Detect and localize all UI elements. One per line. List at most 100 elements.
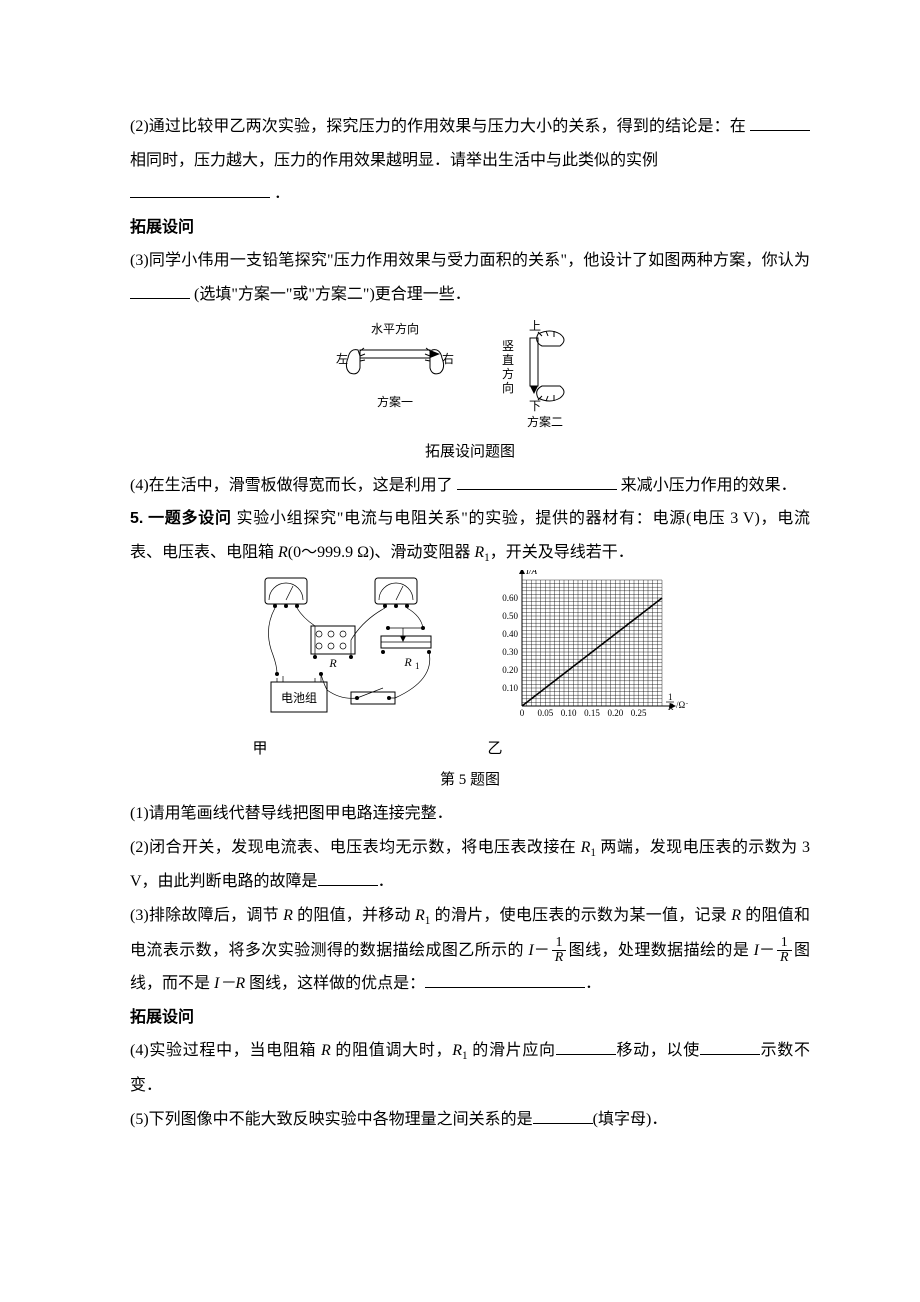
q4-part4: (4)在生活中，滑雪板做得宽而长，这是利用了 来减小压力作用的效果． [130, 469, 810, 503]
text: (3)排除故障后，调节 [130, 907, 283, 924]
q5-chart: 0.10 0.20 0.30 0.40 0.50 0.60 0 0.05 0.10 0.15 0.2… [488, 570, 688, 766]
frac-1R: 1R [552, 936, 567, 966]
page: (2)通过比较甲乙两次实验，探究压力的作用效果与压力大小的关系，得到的结论是：在… [0, 0, 920, 1302]
svg-text:0.25: 0.25 [630, 708, 646, 718]
text: (4)实验过程中，当电阻箱 [130, 1042, 321, 1059]
q5-part1: (1)请用笔画线代替导线把图甲电路连接完整． [130, 797, 810, 831]
svg-text:I/A: I/A [525, 570, 537, 576]
text: 图线，这样做的优点是： [245, 975, 425, 992]
q4-part2: (2)通过比较甲乙两次实验，探究压力的作用效果与压力大小的关系，得到的结论是：在… [130, 110, 810, 177]
svg-text:0.40: 0.40 [502, 629, 518, 639]
q5-fig-caption: 第 5 题图 [130, 770, 810, 791]
svg-text:R: R [667, 702, 674, 712]
var-R: R [321, 1042, 331, 1059]
text: (0～999.9 Ω)、滑动变阻器 [288, 544, 475, 561]
text: ． [378, 873, 394, 890]
var-R: R [731, 907, 741, 924]
circuit-svg: R R 1 电池组 [253, 570, 458, 730]
label-vert-2: 直 [502, 353, 514, 367]
chart-svg: 0.10 0.20 0.30 0.40 0.50 0.60 0 0.05 0.10 0.15 0.2… [488, 570, 688, 730]
text: (2)闭合开关，发现电流表、电压表均无示数，将电压表改接在 [130, 839, 581, 856]
text: 相同时，压力越大，压力的作用效果越明显．请举出生活中与此类似的实例 [130, 152, 658, 169]
blank [425, 971, 585, 988]
text: (选填"方案一"或"方案二")更合理一些． [194, 286, 471, 303]
label-up: 上 [529, 319, 541, 333]
svg-text:电池组: 电池组 [280, 691, 316, 705]
var-I: I [754, 942, 759, 959]
svg-text:0.10: 0.10 [560, 708, 576, 718]
q4-part2-line2: ． [130, 177, 810, 211]
blank [750, 114, 810, 131]
var-R: R [283, 907, 293, 924]
q5-part2: (2)闭合开关，发现电流表、电压表均无示数，将电压表改接在 R1 两端，发现电压… [130, 831, 810, 899]
svg-text:1: 1 [415, 661, 420, 671]
frac-1R: 1R [777, 936, 792, 966]
var-I: I [528, 942, 533, 959]
text: 移动，以使 [616, 1042, 700, 1059]
text: (5)下列图像中不能大致反映实验中各物理量之间关系的是 [130, 1111, 533, 1128]
svg-text:0.15: 0.15 [584, 708, 600, 718]
var-R: R [278, 544, 288, 561]
label-vert-4: 向 [502, 380, 514, 395]
svg-text:0: 0 [519, 708, 524, 718]
blank [130, 181, 270, 198]
pencil-v-icon [530, 338, 538, 386]
svg-text:0.50: 0.50 [502, 611, 518, 621]
q5-figures: R R 1 电池组 [130, 570, 810, 766]
text: (4)在生活中，滑雪板做得宽而长，这是利用了 [130, 477, 453, 494]
text: ． [274, 185, 290, 202]
q4-ext-heading: 拓展设问 [130, 211, 810, 245]
svg-text:1: 1 [668, 692, 673, 702]
q5-part4: (4)实验过程中，当电阻箱 R 的阻值调大时，R1 的滑片应向移动，以使示数不变… [130, 1034, 810, 1102]
q4-part3: (3)同学小伟用一支铅笔探究"压力作用效果与受力面积的关系"，他设计了如图两种方… [130, 244, 810, 311]
svg-text:0.60: 0.60 [502, 593, 518, 603]
blank [533, 1107, 593, 1124]
text: (2)通过比较甲乙两次实验，探究压力的作用效果与压力大小的关系，得到的结论是：在 [130, 118, 746, 135]
label-vert-1: 竖 [502, 339, 514, 353]
var-R1: R [581, 839, 591, 856]
q5-circuit: R R 1 电池组 [253, 570, 458, 766]
hand-top-icon [537, 331, 564, 346]
svg-text:0.30: 0.30 [502, 647, 518, 657]
q4-svg: 水平方向 左 右 方案一 上 竖 直 方 向 [320, 318, 620, 438]
var-R1: R [452, 1042, 462, 1059]
svg-text:/Ω⁻¹: /Ω⁻¹ [676, 700, 688, 710]
blank [130, 282, 190, 299]
svg-text:0.10: 0.10 [502, 683, 518, 693]
q4-fig-caption: 拓展设问题图 [130, 442, 810, 463]
q5-lead: 5. 一题多设问 实验小组探究"电流与电阻关系"的实验，提供的器材有：电源(电压… [130, 502, 810, 570]
label-down: 下 [529, 399, 541, 413]
text: ． [585, 975, 601, 992]
label-vert-3: 方 [502, 366, 514, 381]
text: 的滑片应向 [468, 1042, 556, 1059]
label-jia: 甲 [253, 734, 458, 766]
label-plan2: 方案二 [527, 414, 563, 429]
text: ，开关及导线若干． [490, 544, 634, 561]
label-horizontal: 水平方向 [371, 321, 419, 336]
label-plan1: 方案一 [377, 394, 413, 409]
text: 图线，处理数据描绘的是 [568, 942, 753, 959]
pencil-icon [360, 350, 430, 358]
text: 来减小压力作用的效果． [621, 477, 797, 494]
blank [457, 473, 617, 490]
q5-part3: (3)排除故障后，调节 R 的阻值，并移动 R1 的滑片，使电压表的示数为某一值… [130, 899, 810, 1001]
text: 的阻值调大时， [331, 1042, 453, 1059]
svg-text:0.20: 0.20 [502, 665, 518, 675]
svg-text:0.20: 0.20 [607, 708, 623, 718]
text: 的阻值，并移动 [293, 907, 415, 924]
hand-left-icon [346, 349, 360, 373]
text: (3)同学小伟用一支铅笔探究"压力作用效果与受力面积的关系"，他设计了如图两种方… [130, 252, 810, 269]
text: (填字母)． [593, 1111, 668, 1128]
q5-ext-heading: 拓展设问 [130, 1001, 810, 1035]
label-yi: 乙 [488, 734, 688, 766]
var-R1: R [474, 544, 484, 561]
var-R1: R [415, 907, 425, 924]
q5-part5: (5)下列图像中不能大致反映实验中各物理量之间关系的是 (填字母)． [130, 1103, 810, 1137]
svg-text:R: R [403, 655, 412, 669]
blank [556, 1038, 616, 1055]
svg-text:0.05: 0.05 [537, 708, 553, 718]
svg-text:R: R [328, 656, 337, 670]
var-IR: I－R [214, 975, 245, 992]
q5-number: 5. [130, 510, 143, 527]
q5-tag: 一题多设问 [148, 510, 232, 527]
